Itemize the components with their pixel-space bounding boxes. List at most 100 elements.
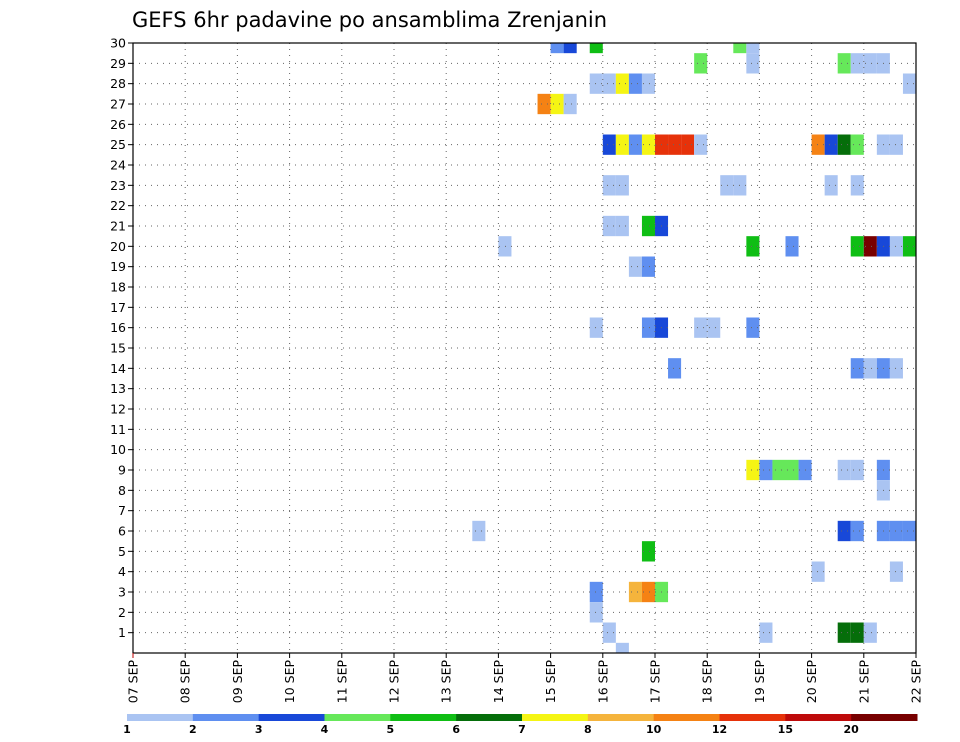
colorbar-swatch — [785, 714, 852, 721]
precip-cell — [863, 236, 877, 257]
precip-cell — [759, 622, 773, 643]
precip-cell — [589, 73, 603, 94]
x-tick-label: 14 SEP — [491, 660, 506, 704]
x-tick-label: 22 SEP — [909, 660, 924, 704]
colorbar-label: 15 — [778, 723, 793, 736]
precip-cell — [759, 459, 773, 481]
colorbar-label: 12 — [712, 723, 727, 736]
precip-cell — [889, 561, 903, 582]
colorbar-label: 8 — [584, 723, 592, 736]
precip-cell — [615, 642, 629, 653]
precip-cell — [615, 215, 629, 237]
precip-cell — [498, 236, 512, 257]
precip-cell — [824, 175, 838, 196]
precipitation-cells — [472, 43, 916, 653]
y-tick-label: 21 — [110, 219, 126, 234]
colorbar-swatch — [653, 714, 720, 721]
precip-cell — [850, 236, 864, 257]
precip-cell — [850, 134, 864, 155]
precip-cell — [746, 236, 760, 257]
precip-cell — [785, 459, 799, 481]
x-tick-label: 17 SEP — [648, 660, 663, 704]
precip-cell — [628, 134, 642, 155]
precip-cell — [641, 215, 655, 237]
colorbar-swatch — [192, 714, 260, 721]
y-tick-label: 18 — [110, 280, 126, 295]
precip-cell — [824, 134, 838, 155]
y-tick-label: 24 — [110, 158, 126, 173]
precip-cell — [589, 43, 603, 54]
x-tick-label: 09 SEP — [230, 660, 245, 704]
precip-cell — [837, 520, 851, 542]
y-tick-label: 26 — [110, 117, 126, 132]
colorbar-swatch — [851, 714, 918, 721]
y-tick-label: 23 — [110, 178, 126, 193]
colorbar-label: 10 — [646, 723, 662, 736]
y-tick-label: 11 — [110, 422, 126, 437]
x-tick-label: 10 SEP — [282, 660, 297, 704]
y-tick-label: 5 — [118, 544, 126, 559]
x-tick-label: 18 SEP — [700, 660, 715, 704]
x-axis-ticks: 07 SEP 08 SEP 09 SEP 10 SEP 11 SEP 12 SEP 13 S… — [126, 653, 924, 703]
precip-cell — [602, 622, 616, 643]
precip-cell — [746, 53, 760, 74]
x-tick-label: 12 SEP — [387, 660, 402, 704]
precip-cell — [694, 317, 708, 338]
x-tick-label: 20 SEP — [804, 660, 819, 704]
precip-cell — [889, 134, 903, 155]
precip-cell — [733, 43, 747, 54]
precip-cell — [902, 520, 916, 542]
precip-cell — [615, 175, 629, 196]
y-tick-label: 17 — [110, 300, 126, 315]
colorbar: 1 2 3 4 5 6 7 8 10 12 15 20 — [123, 714, 918, 736]
precip-cell — [589, 581, 603, 603]
precip-cell — [863, 358, 877, 379]
precip-cell — [720, 175, 734, 196]
colorbar-label: 5 — [387, 723, 395, 736]
x-tick-label: 13 SEP — [439, 660, 454, 704]
y-tick-label: 12 — [110, 402, 126, 417]
colorbar-swatch — [390, 714, 457, 721]
precip-cell — [850, 459, 864, 481]
precip-cell — [889, 520, 903, 542]
precip-cell — [850, 622, 864, 643]
y-tick-label: 4 — [118, 564, 126, 579]
precip-cell — [889, 236, 903, 257]
precip-cell — [615, 134, 629, 155]
colorbar-label: 1 — [123, 723, 131, 736]
precip-cell — [641, 256, 655, 277]
colorbar-label: 2 — [189, 723, 197, 736]
precip-cell — [837, 134, 851, 155]
y-axis-ticks: 1234567891011121314151617181920212223242… — [110, 36, 133, 640]
precip-cell — [837, 459, 851, 481]
precip-cell — [537, 93, 551, 115]
colorbar-swatch — [127, 714, 194, 721]
colorbar-swatch — [522, 714, 589, 721]
precip-cell — [628, 73, 642, 94]
precip-cell — [681, 134, 695, 155]
precip-cell — [746, 317, 760, 338]
y-tick-label: 28 — [110, 76, 126, 91]
y-tick-label: 14 — [110, 361, 126, 376]
precip-cell — [837, 622, 851, 643]
precip-cell — [837, 53, 851, 74]
colorbar-swatch — [587, 714, 655, 721]
precip-cell — [550, 43, 564, 54]
x-tick-label: 16 SEP — [595, 660, 610, 704]
colorbar-swatch — [258, 714, 325, 721]
y-tick-label: 27 — [110, 97, 126, 112]
colorbar-label: 7 — [518, 723, 526, 736]
colorbar-swatch — [719, 714, 786, 721]
precip-cell — [694, 134, 708, 155]
precip-cell — [863, 622, 877, 643]
precip-cell — [615, 73, 629, 94]
y-tick-label: 13 — [110, 381, 126, 396]
precip-cell — [641, 73, 655, 94]
precip-cell — [641, 134, 655, 155]
precip-cell — [811, 561, 825, 582]
y-tick-label: 16 — [110, 320, 126, 335]
precip-cell — [563, 93, 577, 115]
colorbar-label: 4 — [321, 723, 329, 736]
chart-title: GEFS 6hr padavine po ansamblima Zrenjani… — [132, 8, 607, 32]
plot-frame — [132, 42, 917, 654]
